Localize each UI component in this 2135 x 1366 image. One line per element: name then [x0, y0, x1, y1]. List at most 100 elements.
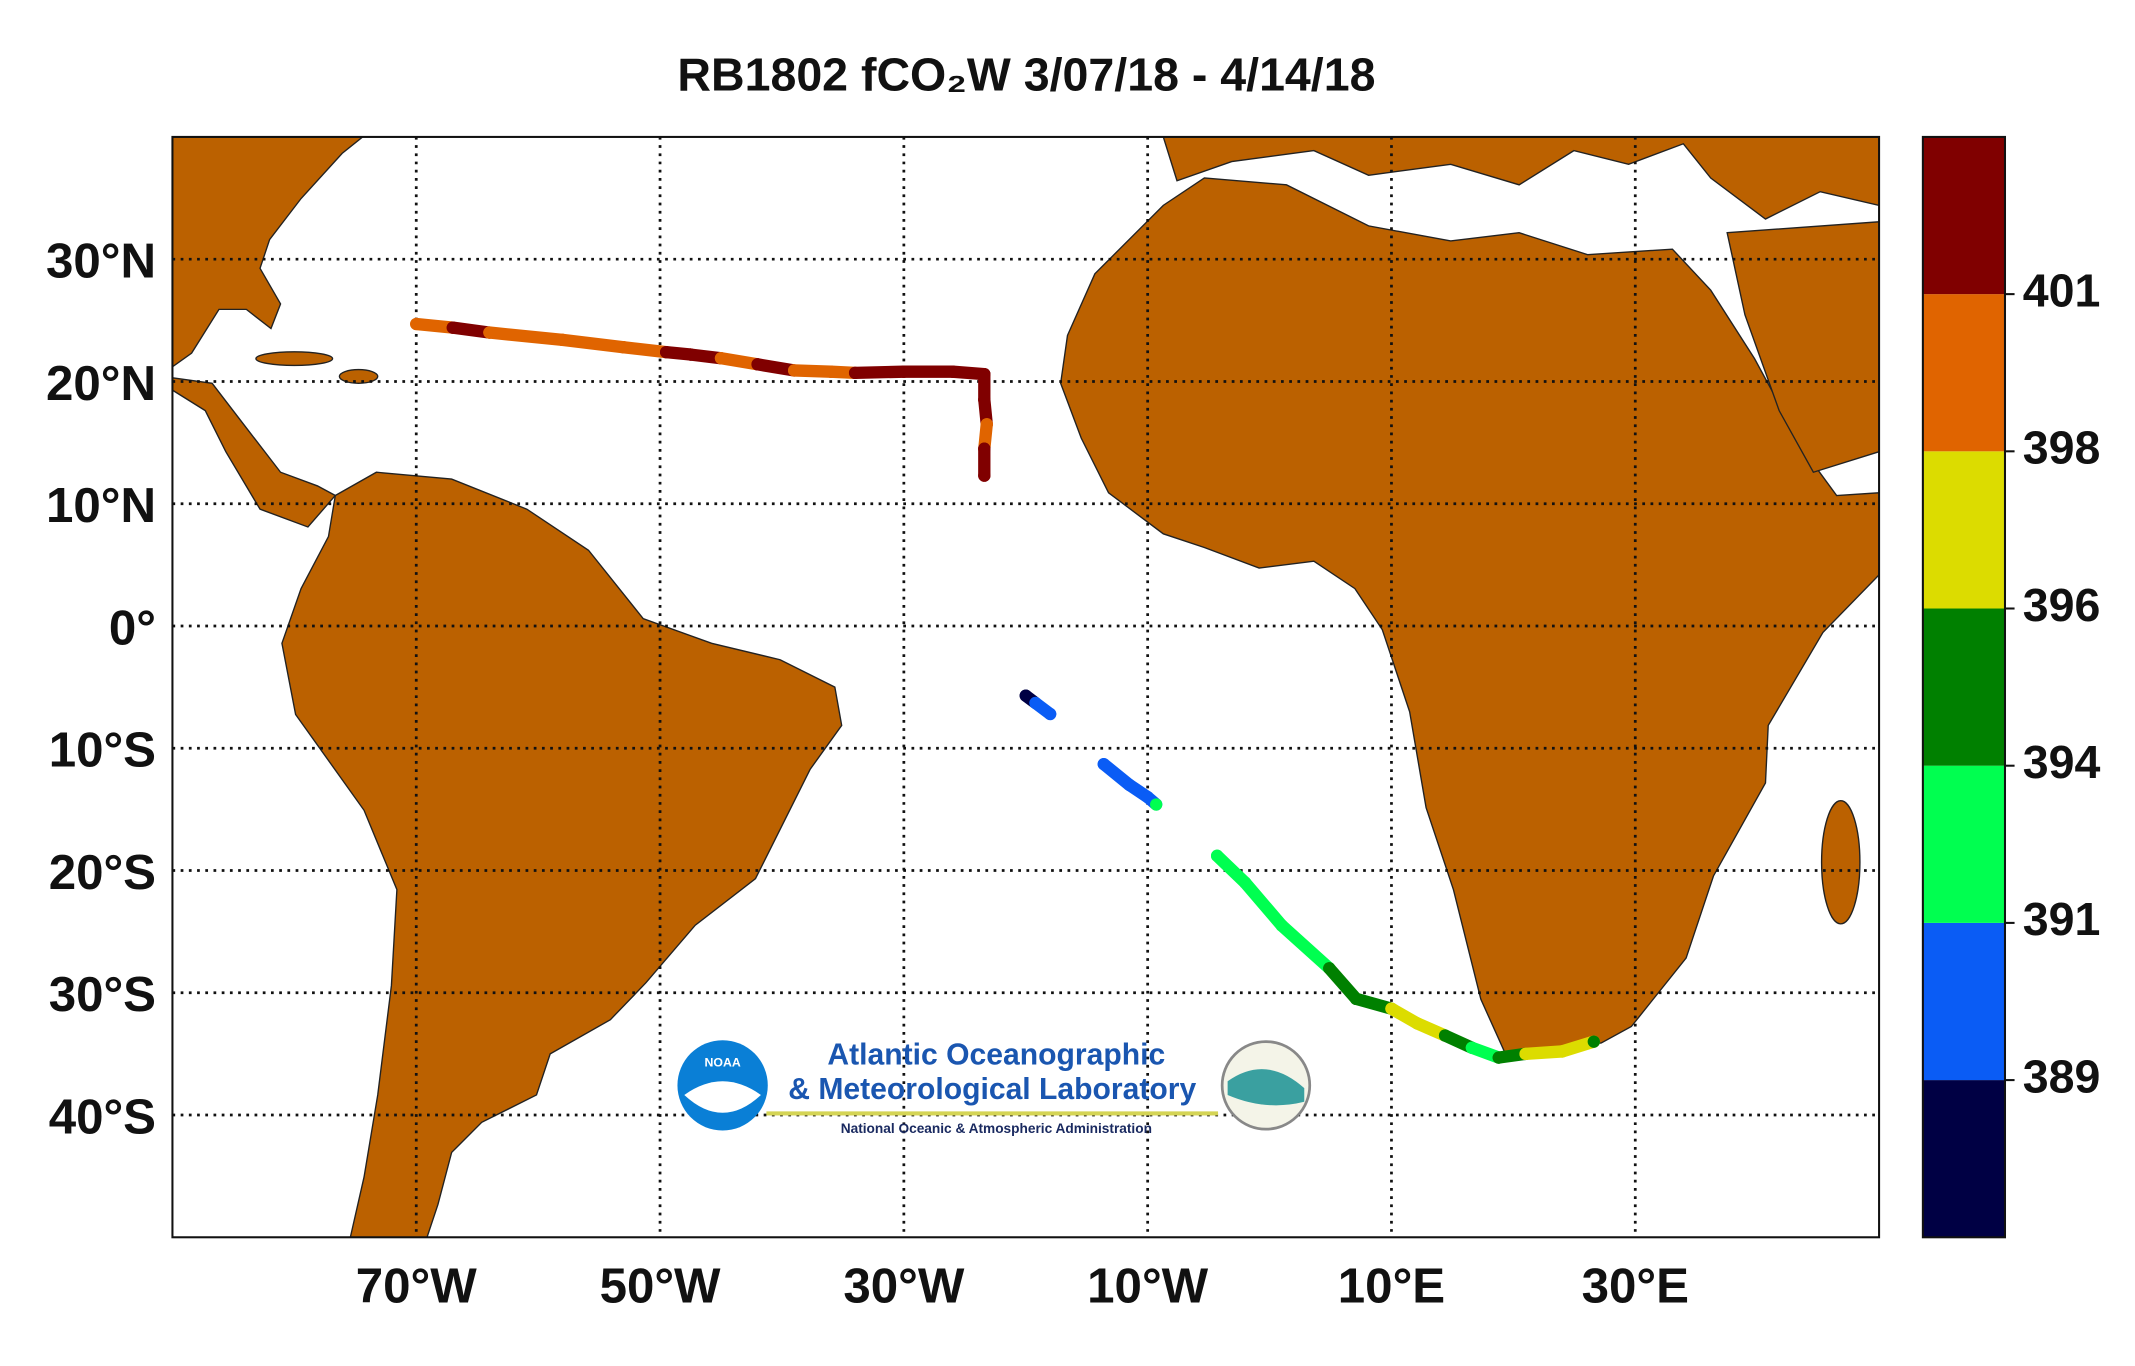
colorbar-tick-label: 398 — [2023, 422, 2101, 474]
colorbar-bin — [1922, 1080, 2005, 1238]
logo: NOAA Atlantic Oceanographic & Meteorolog… — [677, 1039, 1312, 1136]
cuba — [255, 351, 334, 367]
y-tick-label: 30°S — [49, 967, 156, 1022]
track-segment — [848, 365, 911, 380]
logo-line: National Oceanic & Atmospheric Administr… — [841, 1121, 1152, 1136]
track-point — [1239, 876, 1252, 889]
track-point — [751, 358, 764, 371]
colorbar-tick-label: 391 — [2023, 893, 2101, 945]
track-point — [659, 345, 673, 359]
track-point — [1438, 1029, 1452, 1042]
track-point — [1029, 696, 1042, 710]
colorbar-frame — [1921, 135, 2007, 1239]
track-point — [897, 365, 911, 378]
colorbar-tick-label: 401 — [2023, 264, 2101, 316]
track-point — [1349, 992, 1363, 1006]
x-tick-label: 70°W — [356, 1258, 477, 1313]
y-tick-label: 10°N — [46, 478, 156, 533]
track-segment — [1323, 962, 1363, 1006]
x-tick-label: 30°E — [1582, 1258, 1689, 1313]
track-point — [848, 366, 862, 380]
y-tick-label: 20°S — [49, 845, 156, 900]
x-tick-label: 10°W — [1087, 1258, 1208, 1313]
track-point — [483, 326, 496, 339]
track-point — [1410, 1017, 1424, 1030]
track-point — [1465, 1041, 1479, 1054]
colorbar-bin — [1922, 294, 2005, 452]
track-point — [1519, 1047, 1532, 1061]
track-point — [1385, 1002, 1398, 1015]
land — [171, 136, 1880, 1238]
track-point — [978, 469, 991, 482]
track-segment — [556, 333, 630, 354]
track-point — [410, 317, 423, 331]
track-point — [1492, 1051, 1505, 1064]
ship-track — [410, 317, 1600, 1064]
x-tick-label: 50°W — [600, 1258, 721, 1313]
map-area — [171, 135, 1881, 1239]
track-point — [978, 393, 991, 406]
track-point — [1097, 757, 1110, 771]
colorbar-tick-label: 389 — [2023, 1050, 2101, 1102]
track-point — [1019, 689, 1032, 702]
map-frame — [171, 135, 1881, 1239]
track-point — [684, 348, 697, 361]
x-tick-label: 10°E — [1338, 1258, 1445, 1313]
track-point — [946, 365, 959, 378]
logo-line: Atlantic Oceanographic — [827, 1039, 1165, 1072]
track-point — [787, 364, 801, 377]
track-segment — [1239, 876, 1288, 932]
track-point — [1043, 707, 1057, 721]
colorbar-bin — [1922, 451, 2005, 609]
logo-emblem: NOAA — [705, 1056, 741, 1070]
y-tick-label: 10°S — [49, 723, 156, 778]
track-point — [1123, 778, 1136, 792]
logo-line: & Meteorological Laboratory — [788, 1073, 1196, 1106]
africa — [1059, 177, 1880, 1055]
colorbar-tick-label: 396 — [2023, 579, 2101, 631]
track-point — [446, 321, 459, 334]
y-tick-label: 0° — [109, 600, 156, 655]
track-point — [714, 352, 728, 365]
track-segment — [1210, 849, 1252, 889]
track-point — [1141, 790, 1154, 804]
colorbar-bin — [1922, 608, 2005, 766]
colorbar: 389 391 394 396 398 401 — [1921, 135, 2101, 1239]
track-point — [1150, 798, 1163, 811]
title: RB1802 fCO₂W 3/07/18 - 4/14/18 — [677, 48, 1375, 100]
track-point — [1210, 849, 1224, 862]
hispaniola — [338, 368, 379, 384]
track-point — [617, 341, 630, 354]
track-point — [978, 442, 991, 455]
y-tick-label: 30°N — [46, 234, 156, 289]
y-tick-label: 20°N — [46, 356, 156, 411]
colorbar-bin — [1922, 765, 2005, 923]
track-point — [824, 365, 837, 378]
logo-rule — [766, 1111, 1219, 1116]
y-tick-label: 40°S — [49, 1090, 156, 1145]
noaa-bird — [684, 1081, 761, 1113]
track-segment — [617, 341, 673, 359]
track-point — [1587, 1035, 1600, 1048]
colorbar-tick-label: 394 — [2023, 736, 2101, 788]
aoml-wave — [1227, 1069, 1305, 1106]
track-segment — [751, 358, 801, 377]
colorbar-bin — [1922, 922, 2005, 1081]
track-segment — [1275, 919, 1336, 975]
track-point — [980, 418, 993, 431]
track-point — [1555, 1045, 1569, 1058]
track-point — [978, 367, 991, 381]
track-point — [1323, 962, 1336, 975]
colorbar-bin — [1922, 136, 2005, 295]
north-america — [171, 136, 365, 369]
axis-ticks: 70°W 50°W 30°W 10°W 10°E 30°E 30°N 20°N 10°N 0° 10… — [46, 234, 1689, 1314]
madagascar — [1820, 800, 1861, 925]
europe — [1162, 136, 1880, 220]
track-segment — [714, 352, 764, 371]
track-point — [556, 333, 569, 347]
track-point — [1275, 919, 1288, 932]
track-segment — [483, 326, 569, 347]
x-tick-label: 30°W — [843, 1258, 964, 1313]
